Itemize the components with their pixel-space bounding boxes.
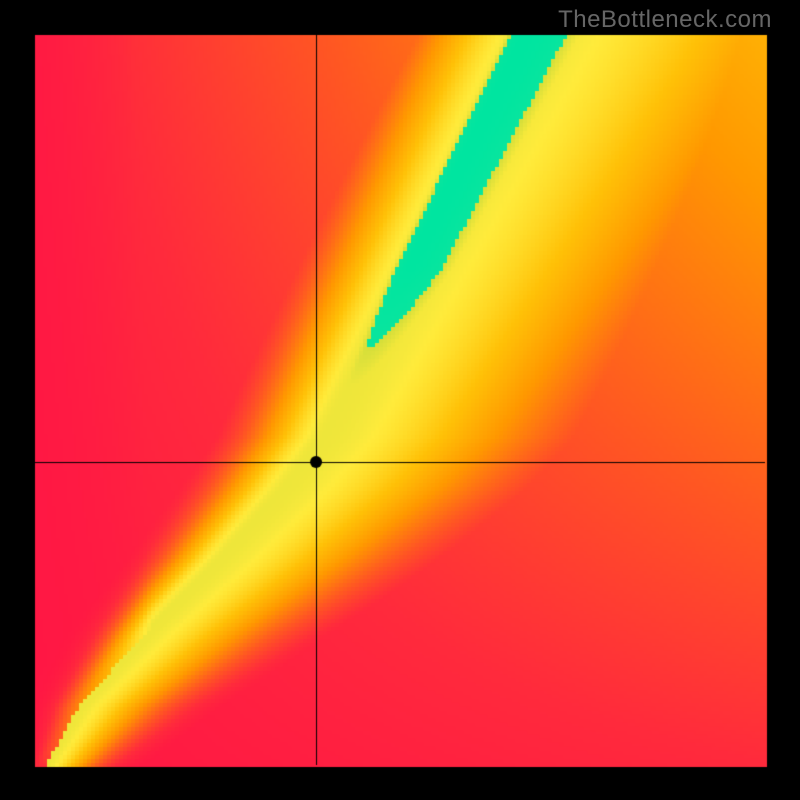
heatmap-canvas	[0, 0, 800, 800]
watermark-text: TheBottleneck.com	[558, 6, 772, 34]
chart-container: TheBottleneck.com	[0, 0, 800, 800]
